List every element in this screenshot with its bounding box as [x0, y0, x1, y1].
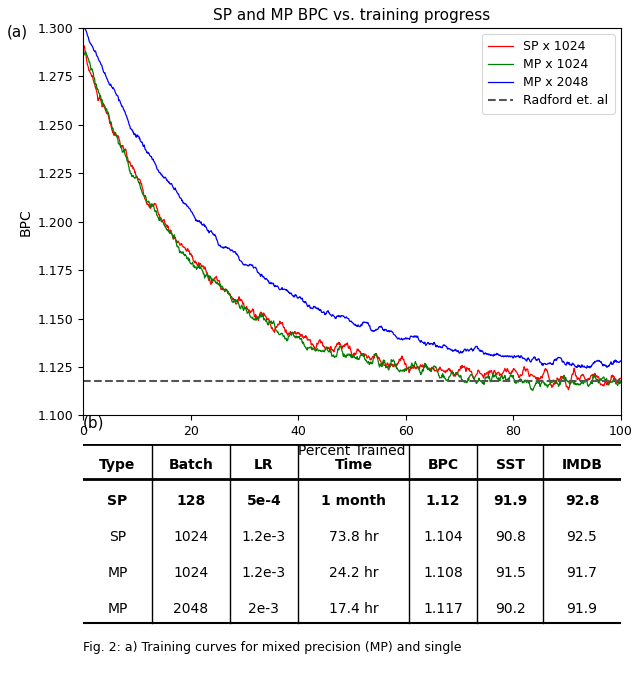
- MP x 2048: [314, 305, 321, 313]
- Text: 2048: 2048: [173, 602, 208, 615]
- SP x 1024: [564, 385, 572, 394]
- Y-axis label: BPC: BPC: [18, 208, 32, 236]
- MP x 2048: [152, 161, 160, 169]
- Text: 1.117: 1.117: [423, 602, 463, 615]
- Line: MP x 2048: MP x 2048: [84, 28, 621, 368]
- MP x 1024: [314, 345, 321, 353]
- Text: 1.12: 1.12: [426, 494, 460, 508]
- Line: SP x 1024: SP x 1024: [84, 46, 621, 390]
- Title: SP and MP BPC vs. training progress: SP and MP BPC vs. training progress: [213, 8, 491, 22]
- Text: 24.2 hr: 24.2 hr: [329, 566, 378, 580]
- Text: 2e-3: 2e-3: [248, 602, 279, 615]
- MP x 2048: [81, 24, 88, 32]
- Legend: SP x 1024, MP x 1024, MP x 2048, Radford et. al: SP x 1024, MP x 1024, MP x 2048, Radford…: [482, 34, 614, 114]
- MP x 2048: [582, 364, 590, 372]
- MP x 1024: [363, 357, 371, 365]
- SP x 1024: [313, 339, 321, 347]
- SP x 1024: [81, 42, 88, 50]
- MP x 1024: [82, 47, 90, 56]
- Text: 73.8 hr: 73.8 hr: [329, 530, 378, 544]
- MP x 2048: [262, 275, 269, 284]
- Text: 92.5: 92.5: [566, 530, 597, 544]
- Line: MP x 1024: MP x 1024: [84, 52, 621, 390]
- Text: 91.5: 91.5: [495, 566, 525, 580]
- MP x 1024: [172, 234, 179, 243]
- Text: Time: Time: [335, 458, 372, 472]
- Text: 1024: 1024: [173, 566, 208, 580]
- SP x 1024: [261, 312, 269, 320]
- MP x 1024: [374, 355, 381, 363]
- Text: 91.9: 91.9: [493, 494, 527, 508]
- Text: 17.4 hr: 17.4 hr: [329, 602, 378, 615]
- MP x 1024: [529, 386, 536, 395]
- MP x 1024: [81, 51, 88, 59]
- Text: 91.7: 91.7: [566, 566, 597, 580]
- Text: 90.2: 90.2: [495, 602, 525, 615]
- Text: 92.8: 92.8: [564, 494, 599, 508]
- Text: 90.8: 90.8: [495, 530, 525, 544]
- Text: SP: SP: [108, 494, 127, 508]
- Text: 1.2e-3: 1.2e-3: [242, 566, 286, 580]
- MP x 2048: [374, 325, 381, 333]
- Text: 1.104: 1.104: [423, 530, 463, 544]
- Text: 1.108: 1.108: [423, 566, 463, 580]
- Text: LR: LR: [254, 458, 274, 472]
- Text: BPC: BPC: [428, 458, 459, 472]
- SP x 1024: [617, 374, 625, 382]
- MP x 2048: [617, 357, 625, 365]
- SP x 1024: [374, 353, 381, 362]
- Text: (b): (b): [83, 415, 105, 430]
- Text: Batch: Batch: [168, 458, 213, 472]
- MP x 1024: [262, 316, 269, 325]
- Text: 91.9: 91.9: [566, 602, 598, 615]
- SP x 1024: [362, 351, 370, 359]
- MP x 2048: [81, 24, 88, 32]
- Text: SST: SST: [496, 458, 525, 472]
- MP x 2048: [363, 319, 371, 327]
- SP x 1024: [152, 199, 159, 208]
- Text: 5e-4: 5e-4: [246, 494, 281, 508]
- X-axis label: Percent Trained: Percent Trained: [298, 444, 406, 458]
- Text: SP: SP: [109, 530, 126, 544]
- Text: MP: MP: [108, 602, 128, 615]
- Text: 1 month: 1 month: [321, 494, 386, 508]
- SP x 1024: [171, 234, 179, 243]
- Text: Fig. 2: a) Training curves for mixed precision (MP) and single: Fig. 2: a) Training curves for mixed pre…: [83, 641, 461, 654]
- Text: MP: MP: [108, 566, 128, 580]
- Text: 128: 128: [176, 494, 205, 508]
- Radford et. al: [84, 376, 92, 385]
- MP x 1024: [152, 206, 160, 215]
- Radford et. al: [79, 376, 87, 385]
- Text: (a): (a): [6, 24, 28, 40]
- Text: 1024: 1024: [173, 530, 208, 544]
- Text: Type: Type: [99, 458, 136, 472]
- MP x 1024: [617, 377, 625, 385]
- Text: IMDB: IMDB: [561, 458, 602, 472]
- MP x 2048: [172, 184, 179, 192]
- Text: 1.2e-3: 1.2e-3: [242, 530, 286, 544]
